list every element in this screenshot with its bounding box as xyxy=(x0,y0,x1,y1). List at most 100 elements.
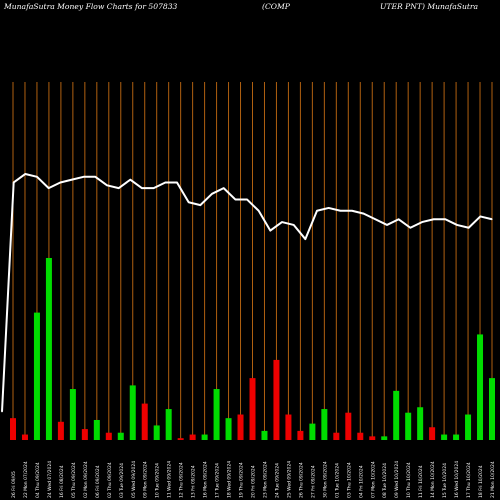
price-point xyxy=(258,210,260,212)
x-tick-label: 05 Thu 09/2024 xyxy=(71,462,77,498)
price-point xyxy=(351,210,353,212)
x-tick-label: 09 Wed 10/2024 xyxy=(394,461,400,498)
x-tick-label: 03 Thu 10/2024 xyxy=(346,462,352,498)
bar xyxy=(333,432,340,440)
x-tick-label: 22 Mon 07/2024 xyxy=(23,461,29,498)
bar xyxy=(453,434,460,440)
price-point xyxy=(398,218,400,220)
x-tick-labels: 26 Fri 09/05 22 Mon 07/2024 04 Thu 09/2024… xyxy=(11,461,496,498)
price-point xyxy=(444,218,446,220)
x-tick-label: 16 Fri 08/2024 xyxy=(59,465,65,498)
x-tick-label: 06 Fri 09/2024 xyxy=(95,465,101,498)
bar xyxy=(393,390,400,440)
x-tick-label: 09 Mon 09/2024 xyxy=(143,461,149,498)
bar xyxy=(249,378,256,440)
price-point xyxy=(479,215,481,218)
bar xyxy=(477,334,484,440)
price-point xyxy=(71,179,73,181)
bar xyxy=(357,432,364,440)
bar xyxy=(417,407,424,440)
bar xyxy=(237,414,244,440)
price-point xyxy=(386,224,388,226)
bar xyxy=(321,409,328,440)
price-point xyxy=(409,227,411,229)
x-tick-label: 20 Fri 09/2024 xyxy=(251,465,257,498)
bar xyxy=(117,432,124,440)
price-point xyxy=(491,218,493,220)
bar xyxy=(441,434,448,440)
bar xyxy=(405,412,412,440)
title-left-text: MunafaSutra Money Flow Charts for 507833 xyxy=(4,2,178,11)
price-point xyxy=(13,181,15,184)
bar xyxy=(177,438,184,440)
price-line-series xyxy=(1,172,493,413)
x-tick-label: 24 Wed 07/2024 xyxy=(47,461,53,498)
price-point xyxy=(188,201,190,203)
bar xyxy=(93,419,100,440)
bar xyxy=(69,389,76,440)
price-point xyxy=(129,179,131,181)
bar xyxy=(141,403,148,440)
bar xyxy=(225,418,232,440)
price-line xyxy=(1,172,493,412)
x-tick-label: 23 Mon 09/2024 xyxy=(262,461,268,498)
price-point xyxy=(363,213,365,215)
bar-series xyxy=(10,258,495,440)
x-tick-label: 14 Mon 10/2024 xyxy=(430,461,436,498)
bar xyxy=(429,427,436,440)
price-point xyxy=(316,210,318,212)
bar xyxy=(369,436,376,440)
bar xyxy=(465,414,472,440)
gridlines xyxy=(12,82,493,440)
bar xyxy=(273,359,280,440)
bar xyxy=(57,421,64,440)
x-tick-label: 11 Wed 09/2024 xyxy=(167,461,173,498)
x-tick-label: 10 Tue 09/2024 xyxy=(155,463,161,498)
x-tick-label: 02 Thu 09/2024 xyxy=(107,462,113,498)
x-tick-label: 10 Thu 10/2024 xyxy=(406,462,412,498)
x-tick-label: 07 Mon 10/2024 xyxy=(370,461,376,498)
bar xyxy=(21,434,28,440)
title-mid-text: (COMP xyxy=(262,2,290,11)
price-point xyxy=(141,187,143,189)
price-point xyxy=(433,218,435,220)
price-point xyxy=(328,207,330,209)
price-point xyxy=(164,181,166,184)
price-point xyxy=(421,221,423,223)
bar xyxy=(165,409,172,440)
bar xyxy=(10,418,16,440)
x-tick-label: 15 Tue 10/2024 xyxy=(442,463,448,498)
bar xyxy=(201,434,208,440)
price-point xyxy=(456,224,458,226)
bar xyxy=(489,378,495,440)
x-tick-label: 04 Fri 10/2024 xyxy=(358,465,364,498)
bar xyxy=(153,425,160,440)
price-point xyxy=(281,221,283,223)
price-point xyxy=(199,204,201,206)
price-point xyxy=(83,176,85,178)
x-tick-label: 18 Fri 10/2024 xyxy=(478,465,484,498)
x-tick-label: 02 Mon 09/2024 xyxy=(83,461,89,498)
x-tick-label: 03 Tue 09/2024 xyxy=(119,463,125,498)
x-tick-label: 21 Mon 10/2024 xyxy=(490,461,496,498)
bar xyxy=(309,423,316,440)
x-tick-label: 30 Mon 09/2024 xyxy=(322,461,328,498)
price-point xyxy=(374,218,376,220)
price-point xyxy=(48,187,50,189)
price-point xyxy=(304,238,306,240)
price-point xyxy=(94,176,96,178)
bar xyxy=(33,312,40,440)
price-point xyxy=(24,173,26,175)
x-tick-label: 08 Tue 10/2024 xyxy=(382,463,388,498)
bar xyxy=(189,434,196,440)
price-point xyxy=(1,411,3,413)
bar xyxy=(81,429,88,440)
price-point xyxy=(269,229,271,232)
bar xyxy=(129,385,136,440)
price-point xyxy=(176,181,178,184)
x-tick-label: 04 Thu 09/2024 xyxy=(35,462,41,498)
x-tick-label: 05 Wed 09/2024 xyxy=(131,461,137,498)
price-point xyxy=(59,181,61,184)
title-right-text: UTER PNT) MunafaSutra xyxy=(380,2,479,11)
x-tick-label: 19 Thu 09/2024 xyxy=(239,462,245,498)
